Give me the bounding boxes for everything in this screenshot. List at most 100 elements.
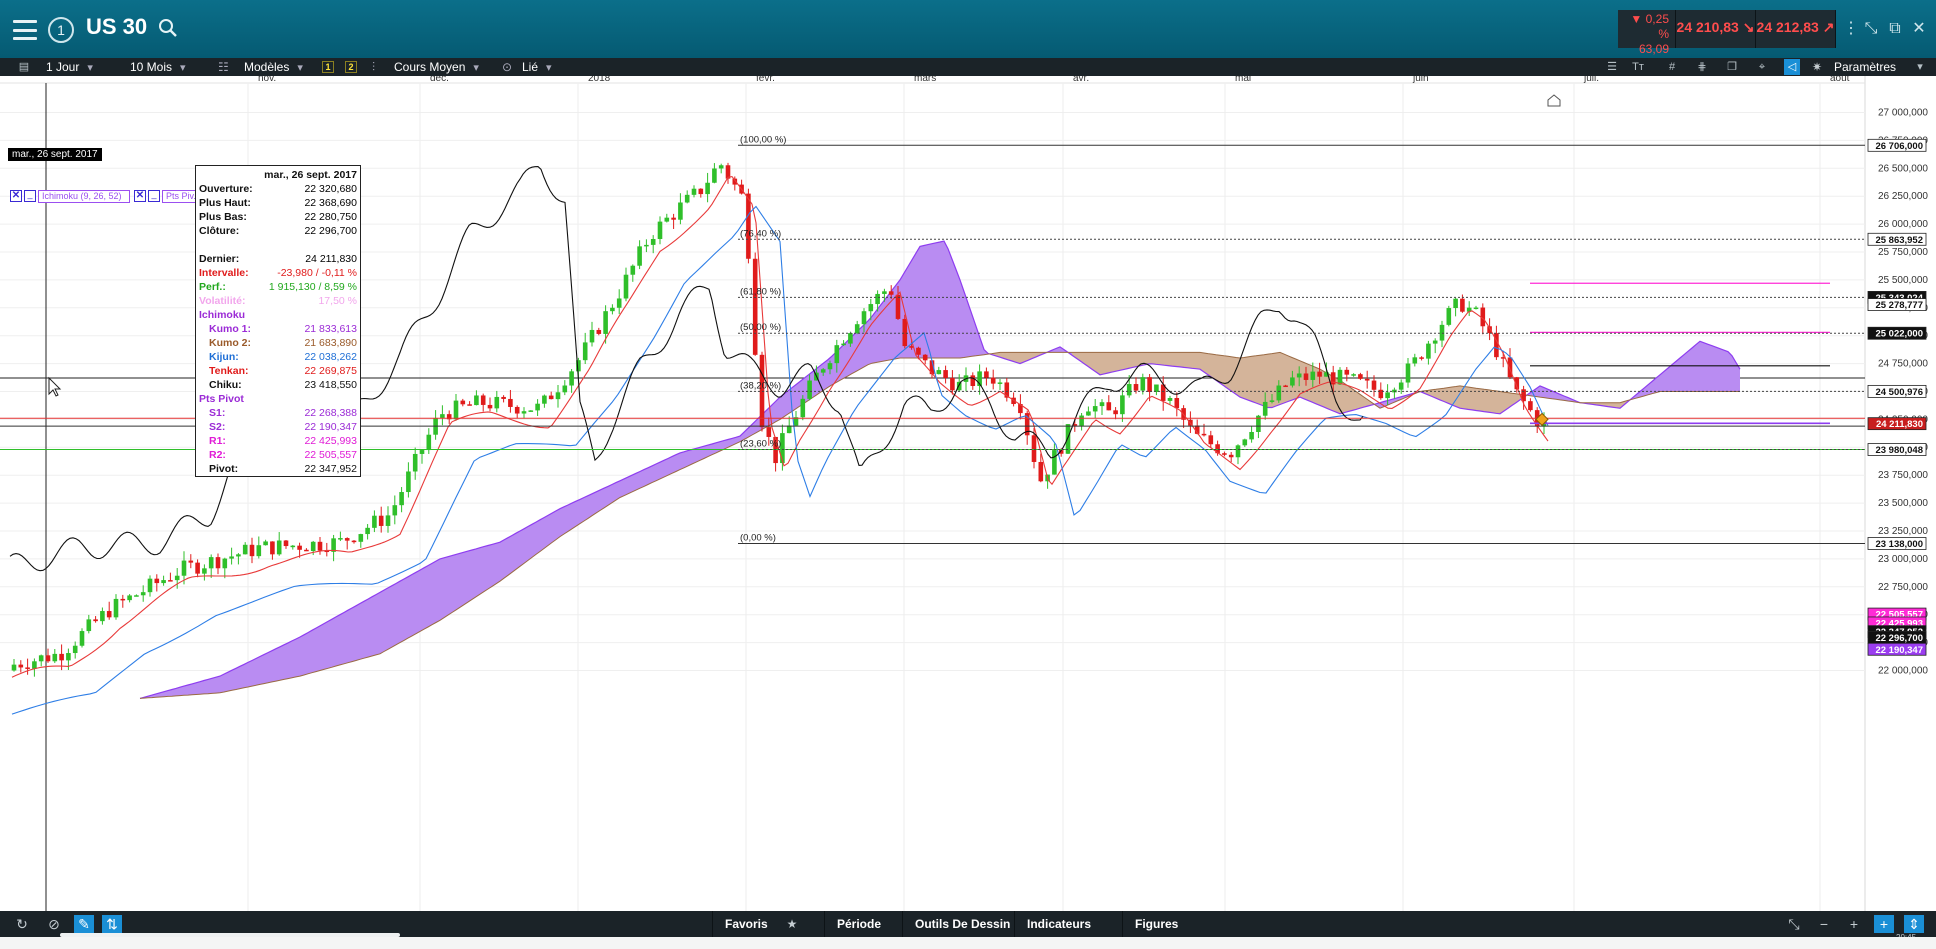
cloud-segment [340,612,344,665]
cloud-segment [180,686,184,696]
candle-body [215,557,221,569]
cloud-segment [468,549,472,603]
x-tick-label: août [1830,76,1850,84]
arrow-down-icon: ↘ [1742,19,1755,35]
pivots-legend[interactable]: Pts Piv... [162,190,196,203]
cloud-segment [628,475,632,494]
cancel-icon[interactable]: ⊘ [48,916,60,932]
sell-price-button[interactable]: 24 210,83 ↘ [1676,10,1756,48]
templates-dropdown[interactable]: Modèles [244,58,303,76]
candle-body [718,165,724,169]
cloud-segment [708,443,712,457]
favorites-tab[interactable]: Favoris [712,911,780,937]
cloud-segment [604,486,608,508]
zoom-out-icon[interactable]: − [1819,916,1829,932]
price-type-dropdown[interactable]: Cours Moyen [394,58,479,76]
layout-1-button[interactable]: 1 [322,61,334,73]
tag-icon[interactable]: ◁ [1784,59,1800,75]
candle-body [1460,298,1465,312]
list-icon[interactable]: ▤ [18,61,30,73]
hamburger-menu-icon[interactable] [10,18,40,42]
candle-body [1310,371,1316,380]
cloud-segment [1652,378,1656,394]
drawing-tools-tab[interactable]: Outils De Dessin [902,911,1022,937]
popout-icon[interactable]: ⧉ [1889,20,1901,37]
candle-body [86,619,92,632]
figures-tab[interactable]: Figures [1122,911,1190,937]
grid-icon[interactable]: # [1668,61,1676,73]
indicators-tab[interactable]: Indicateurs [1014,911,1103,937]
templates-icon: ☷ [218,60,229,74]
collapse-icon[interactable]: ⤡ [1864,20,1878,37]
cloud-segment [616,480,620,501]
buy-price-button[interactable]: 24 212,83 ↗ [1756,10,1836,48]
refresh-icon[interactable]: ↻ [16,916,28,932]
timeframe-dropdown[interactable]: 1 Jour [46,58,93,76]
zoom-in-icon[interactable]: + [1849,916,1859,932]
period-tab[interactable]: Période [824,911,893,937]
cloud-segment [248,660,252,687]
cloud-segment [1300,360,1304,399]
quote-panel: ▼ 0,25 % 63,09 24 210,83 ↘ 24 212,83 ↗ [1618,10,1836,56]
minimize-ichimoku-icon[interactable]: _ [24,190,36,202]
cloud-segment [236,666,240,690]
time-scrollbar[interactable] [60,933,400,937]
swap-icon[interactable]: ⇅ [102,915,122,933]
candle-body [358,534,364,542]
candle-body [32,661,37,669]
grid-alt-icon[interactable]: ⋕ [1697,61,1707,73]
cloud-segment [328,619,332,669]
cloud-segment [244,662,248,688]
pencil-icon[interactable]: ✎ [74,915,94,933]
settings-icon[interactable]: ✷ [1812,60,1823,74]
crosshair-toggle-icon[interactable]: + [1874,915,1894,933]
ichimoku-legend[interactable]: Ichimoku (9, 26, 52) [38,190,130,203]
candle-body [868,304,874,312]
y-tick-label: 26 250,000 [1878,191,1928,202]
fit-icon[interactable]: ⤡ [1788,916,1800,932]
title-bar: 1 US 30 ▼ 0,25 % 63,09 24 210,83 ↘ 24 21… [0,0,1936,58]
candle-body [324,550,330,553]
cloud-segment [1036,352,1040,357]
candle-body [569,371,574,386]
candle-body [1222,453,1227,455]
close-icon[interactable]: ✕ [1912,20,1926,37]
layout-2-button[interactable]: 2 [345,61,357,73]
star-icon[interactable]: ★ [786,917,798,931]
candle-body [317,541,323,551]
cloud-segment [824,359,828,390]
info-icon[interactable]: 1 [48,17,74,43]
cloud-segment [1184,352,1188,368]
link-dropdown[interactable]: Lié [522,58,552,76]
chart-area[interactable]: (100,00 %) (76,40 %) (61,80 %) (50,00 %) (38… [0,76,1936,911]
period-dropdown[interactable]: 10 Mois [130,58,186,76]
cloud-segment [1288,355,1292,402]
scrollbar-handle-icon[interactable]: ⋮ [1843,20,1859,37]
cloud-segment [1640,388,1644,398]
cloud-segment [1668,364,1672,392]
minimize-pivots-icon[interactable]: _ [148,190,160,202]
cloud-segment [692,448,696,465]
cloud-segment [880,300,884,362]
candle-body [18,664,24,668]
cloud-segment [536,519,540,555]
candle-body [854,324,860,334]
cloud-segment [780,393,784,420]
candle-body [1031,435,1037,462]
text-size-icon[interactable]: Tт [1632,61,1644,73]
price-tag-label: 26 706,000 [1875,141,1923,152]
candle-body [528,410,534,412]
cloud-segment [496,542,500,584]
cloud-segment [1656,374,1660,393]
settings-button[interactable]: Paramètres [1834,60,1897,74]
crosshair-icon[interactable]: ⌖ [1758,61,1766,73]
remove-pivots-icon[interactable]: ✕ [134,190,146,202]
remove-ichimoku-icon[interactable]: ✕ [10,190,22,202]
layers-icon[interactable]: ❐ [1727,61,1737,73]
align-icon[interactable]: ☰ [1607,61,1617,73]
search-icon[interactable] [158,18,178,38]
settings-dropdown-icon[interactable]: ▾ [1917,61,1923,73]
candle-body [1317,371,1322,377]
expand-vertical-icon[interactable]: ⇕ [1904,915,1924,933]
